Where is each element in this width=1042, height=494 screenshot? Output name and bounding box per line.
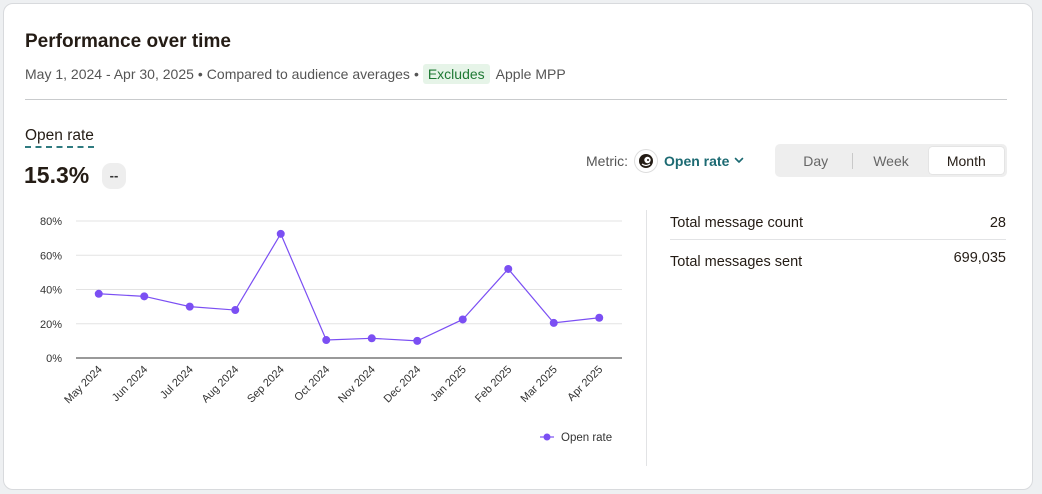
x-tick-label: May 2024 (62, 364, 105, 407)
period-option-month[interactable]: Month (928, 147, 1004, 174)
x-tick-label: Aug 2024 (200, 364, 242, 406)
x-tick-label: Jan 2025 (428, 364, 468, 404)
y-tick-label: 20% (40, 319, 62, 331)
data-point (185, 302, 194, 311)
excludes-badge: Excludes (422, 64, 490, 84)
stat-value: 699,035 (953, 250, 1006, 266)
stats-panel: Total message count 28 Total messages se… (670, 206, 1006, 270)
legend-marker (543, 433, 551, 441)
data-point (322, 336, 331, 345)
delta-badge: -- (102, 163, 126, 189)
metric-select-value: Open rate (664, 153, 730, 169)
x-tick-label: Jul 2024 (158, 364, 196, 402)
data-point (549, 318, 558, 327)
metric-select[interactable]: Metric: Open rate (586, 149, 745, 173)
metric-value: 15.3% (24, 162, 90, 188)
data-point (94, 289, 103, 298)
panel-divider (646, 210, 647, 466)
data-point (413, 336, 422, 345)
x-tick-label: Feb 2025 (473, 364, 514, 405)
open-rate-line-chart: 0% 20% 40% 60% 80% May 2024 Jun 2024 Jul 2024 Au… (40, 216, 622, 444)
y-tick-label: 0% (46, 353, 62, 365)
data-point (140, 292, 149, 301)
excludes-item: Apple MPP (495, 66, 566, 82)
legend-label: Open rate (561, 432, 612, 444)
y-tick-label: 60% (40, 250, 62, 262)
mailchimp-freddie-icon (634, 149, 658, 173)
chevron-down-icon (733, 153, 745, 169)
header-divider (25, 99, 1007, 100)
period-option-day[interactable]: Day (778, 147, 854, 174)
period-toggle: Day Week Month (775, 144, 1007, 177)
metric-select-label: Metric: (586, 153, 628, 169)
bullet-separator: • (413, 66, 419, 82)
stat-label: Total message count (670, 214, 803, 231)
data-point (231, 306, 240, 315)
x-tick-label: Nov 2024 (336, 364, 378, 406)
bullet-separator: • (197, 66, 203, 82)
series-line-open-rate (98, 232, 600, 342)
x-tick-label: Oct 2024 (292, 364, 332, 404)
data-point (458, 315, 467, 324)
page-title: Performance over time (25, 31, 231, 52)
data-point (367, 334, 376, 343)
performance-card (3, 3, 1033, 490)
date-range: May 1, 2024 - Apr 30, 2025 (25, 66, 194, 82)
stat-value: 28 (989, 214, 1006, 231)
subtitle: May 1, 2024 - Apr 30, 2025 • Compared to… (25, 64, 566, 84)
x-tick-label: Dec 2024 (382, 364, 424, 406)
x-tick-label: Apr 2025 (565, 364, 605, 404)
x-tick-label: Jun 2024 (110, 364, 150, 404)
stat-row-message-count: Total message count 28 (670, 206, 1006, 240)
data-point (276, 229, 285, 238)
stat-label: Total messages sent (670, 254, 803, 270)
period-option-week[interactable]: Week (873, 152, 909, 169)
data-point (504, 264, 513, 273)
data-point (595, 313, 604, 322)
y-tick-label: 40% (40, 285, 62, 297)
x-tick-label: Mar 2025 (519, 364, 560, 405)
x-tick-label: Sep 2024 (245, 364, 287, 406)
y-tick-label: 80% (40, 216, 62, 228)
comparison-text: Compared to audience averages (206, 66, 410, 82)
metric-label[interactable]: Open rate (25, 127, 94, 148)
stat-row-messages-sent: Total messages sent 699,035 (670, 240, 1006, 270)
